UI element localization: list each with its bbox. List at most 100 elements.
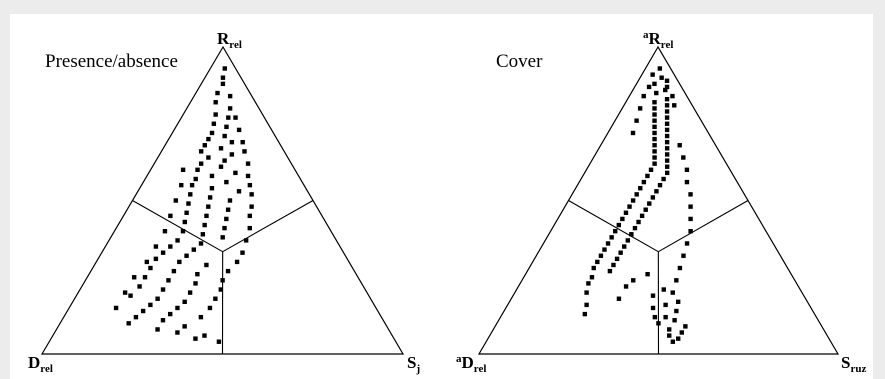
data-point <box>681 155 686 160</box>
data-point <box>160 318 166 323</box>
data-point <box>629 232 634 237</box>
data-point <box>664 115 670 120</box>
data-point <box>634 118 639 123</box>
data-point <box>142 275 148 280</box>
data-point <box>175 330 180 335</box>
data-point <box>206 155 211 160</box>
data-point <box>664 158 670 163</box>
data-point <box>245 173 251 179</box>
data-point <box>193 176 198 182</box>
data-point <box>193 336 198 341</box>
vertex-label-right-main: S <box>841 353 850 372</box>
data-point <box>184 210 189 215</box>
data-point <box>227 93 233 99</box>
data-point <box>672 103 677 108</box>
data-point <box>663 302 668 308</box>
data-point <box>209 130 215 136</box>
data-point <box>598 253 604 258</box>
data-point <box>184 253 189 258</box>
data-point <box>206 136 211 142</box>
data-point <box>173 198 179 203</box>
data-point <box>187 290 193 295</box>
data-point <box>207 195 213 200</box>
data-point <box>618 250 623 255</box>
data-point <box>213 112 218 117</box>
data-point <box>113 305 119 311</box>
data-point <box>622 244 627 249</box>
data-point <box>249 192 254 197</box>
data-point <box>664 170 670 176</box>
data-point <box>664 146 670 151</box>
data-point <box>191 247 196 252</box>
vertex-label-left-main: D <box>28 353 40 372</box>
data-point <box>220 75 226 80</box>
data-point <box>645 173 650 179</box>
data-point <box>679 330 684 335</box>
data-point <box>584 290 589 295</box>
vertex-label-top-sup: a <box>643 29 649 41</box>
data-point <box>664 78 670 83</box>
data-point <box>234 259 240 265</box>
data-point <box>204 213 209 219</box>
data-point <box>225 268 231 274</box>
data-point <box>654 189 659 194</box>
data-point <box>641 179 647 185</box>
data-point <box>688 192 693 197</box>
data-point <box>202 333 207 338</box>
division-line-right <box>222 200 314 253</box>
data-point <box>236 189 242 194</box>
data-point <box>676 336 681 341</box>
data-point <box>162 229 168 234</box>
data-point <box>677 265 683 271</box>
data-point <box>609 235 614 240</box>
data-point <box>128 293 133 298</box>
data-point <box>614 256 620 262</box>
vertex-label-right-sub: j <box>415 363 420 375</box>
data-point <box>218 164 224 169</box>
data-point <box>620 216 625 222</box>
data-point <box>674 308 679 314</box>
data-point <box>602 247 607 252</box>
data-point <box>202 222 207 228</box>
data-point <box>229 139 235 145</box>
data-point <box>664 164 670 169</box>
data-point <box>236 127 242 133</box>
data-point <box>667 333 672 338</box>
data-point <box>688 229 693 234</box>
data-point <box>182 324 187 329</box>
data-point <box>650 293 656 298</box>
data-point <box>672 318 677 323</box>
data-point <box>582 311 588 317</box>
data-point <box>233 170 238 176</box>
data-point <box>240 250 245 255</box>
data-point <box>647 201 652 206</box>
data-point <box>195 167 200 172</box>
vertex-label-left-sub: rel <box>40 363 53 375</box>
data-point <box>636 219 641 225</box>
data-point <box>650 72 655 77</box>
data-point <box>657 182 663 188</box>
data-point <box>209 186 215 191</box>
data-point <box>222 66 227 71</box>
data-point <box>140 308 146 314</box>
data-point <box>670 93 675 99</box>
data-point <box>227 198 233 203</box>
data-point <box>652 161 657 166</box>
data-point <box>155 296 160 301</box>
vertex-label-right-main: S <box>407 353 416 372</box>
data-point <box>224 216 229 222</box>
data-point <box>688 204 693 209</box>
data-point <box>652 81 657 87</box>
data-point <box>652 106 657 111</box>
data-point <box>632 225 638 231</box>
data-point <box>188 192 193 197</box>
data-point <box>631 278 636 283</box>
data-point <box>613 229 618 234</box>
data-point <box>670 290 675 295</box>
data-point <box>623 210 629 215</box>
data-point <box>144 259 150 265</box>
data-point <box>627 204 632 209</box>
data-point <box>213 296 218 301</box>
data-point <box>186 201 191 206</box>
